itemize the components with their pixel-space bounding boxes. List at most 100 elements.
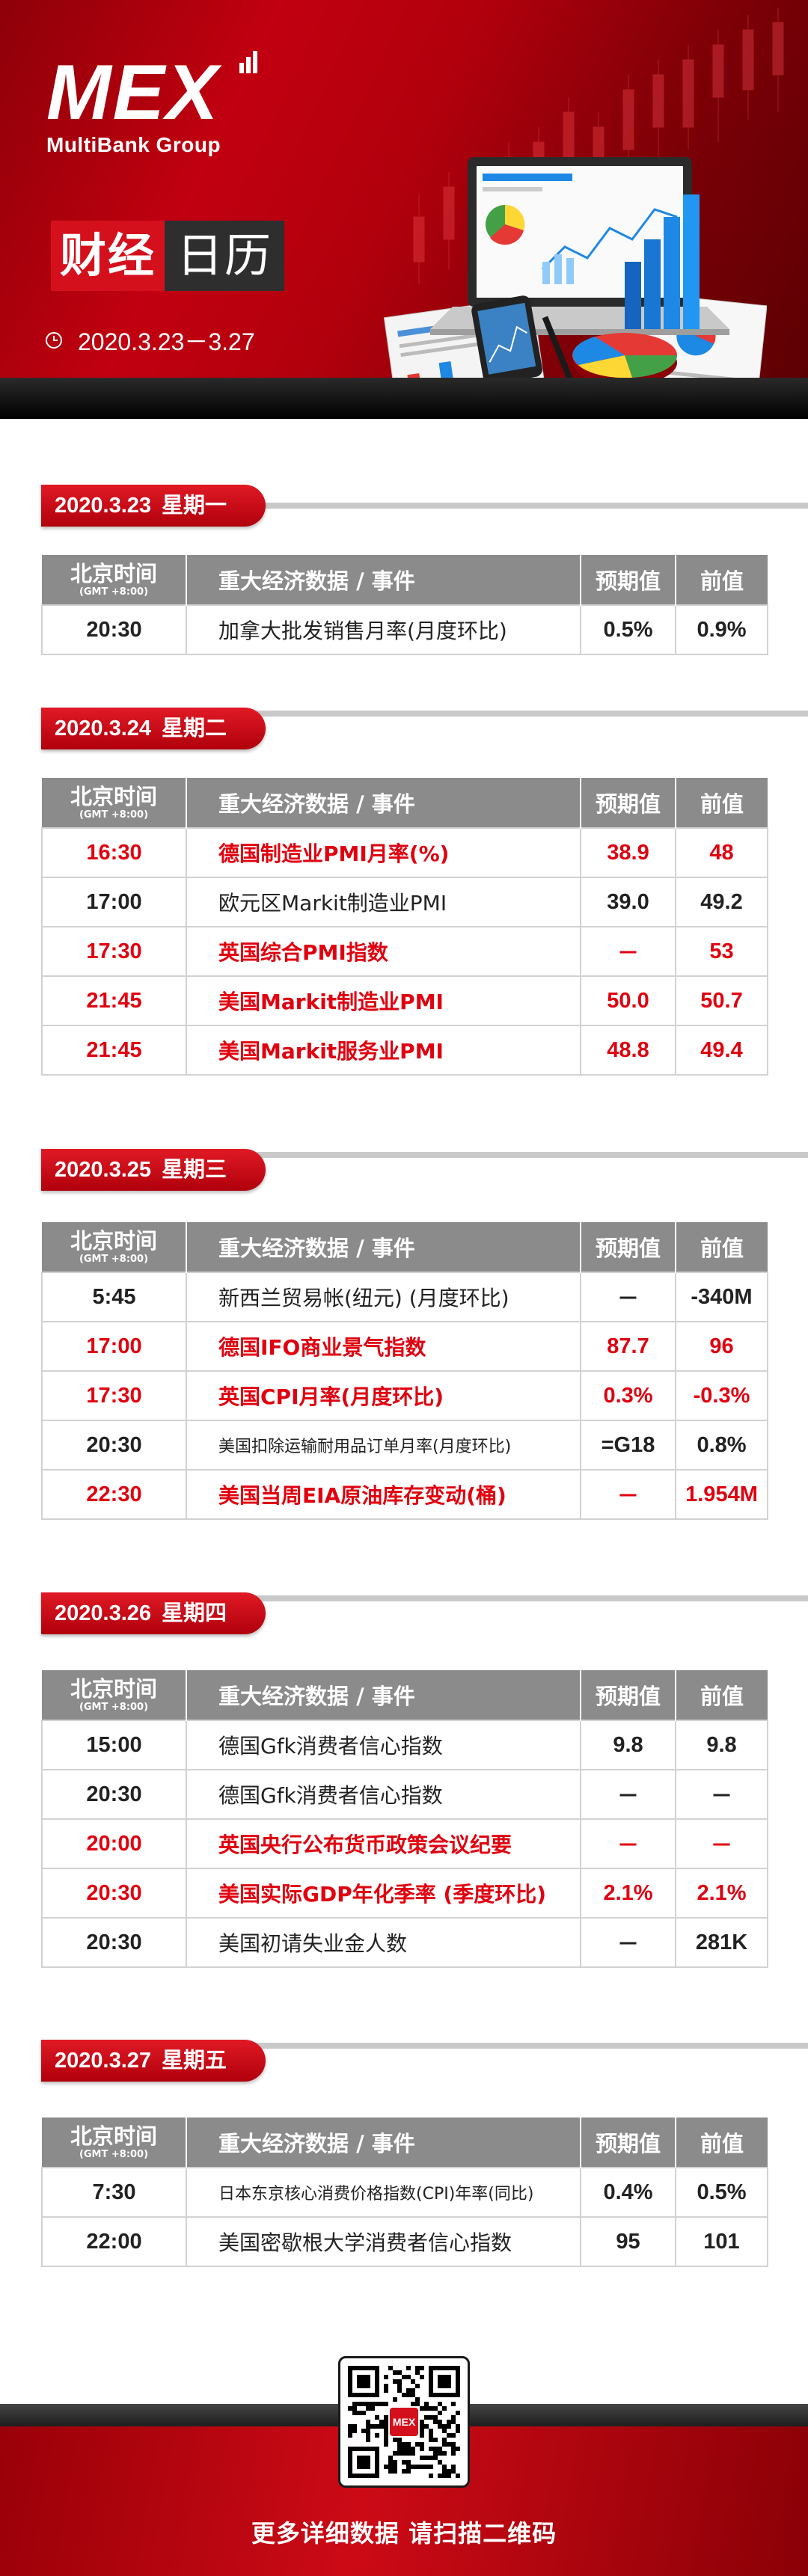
col-event-header: 重大经济数据 / 事件	[186, 2117, 581, 2168]
day-divider	[41, 2043, 808, 2049]
cell-time: 17:30	[41, 1370, 187, 1421]
cell-event: 德国Gfk消费者信心指数	[186, 1769, 581, 1820]
col-previous-header: 前值	[676, 1670, 768, 1720]
cell-time: 5:45	[41, 1272, 187, 1322]
col-time-header: 北京时间 (GMT +8:00)	[42, 2117, 187, 2168]
table-row: 15:00 德国Gfk消费者信心指数 9.8 9.8	[41, 1720, 768, 1770]
cell-previous: 1.954M	[675, 1469, 768, 1520]
day-divider	[41, 1595, 808, 1601]
table-row: 22:00 美国密歇根大学消费者信心指数 95 101	[41, 2216, 768, 2267]
page-title-part-b: 日历	[165, 221, 285, 291]
cell-expected: －	[580, 1469, 676, 1520]
cell-event: 德国制造业PMI月率(%)	[186, 827, 581, 878]
cell-expected: 0.5%	[580, 604, 676, 655]
table-header-row: 北京时间 (GMT +8:00) 重大经济数据 / 事件 预期值 前值	[42, 2117, 768, 2168]
day-divider	[41, 711, 808, 717]
qr-code[interactable]: MEX	[338, 2356, 470, 2488]
cell-time: 20:30	[41, 1420, 187, 1471]
cell-event: 美国Markit制造业PMI	[186, 975, 581, 1026]
table-row: 21:45 美国Markit服务业PMI 48.8 49.4	[41, 1025, 768, 1076]
day-tag-wed: 2020.3.25 星期三	[41, 1149, 266, 1191]
date-range-text: 2020.3.23－3.27	[78, 328, 255, 355]
cell-time: 21:45	[41, 975, 187, 1026]
cell-expected: 95	[580, 2216, 676, 2267]
cell-expected: －	[580, 1818, 676, 1869]
cell-time: 20:00	[41, 1818, 187, 1869]
cell-previous: －	[675, 1818, 768, 1869]
cell-expected: 9.8	[580, 1720, 676, 1770]
qr-code-icon: MEX	[348, 2366, 460, 2478]
col-event-header: 重大经济数据 / 事件	[186, 778, 581, 828]
header-banner: MEX MultiBank Group 财经 日历 2020.3.23－3.27	[0, 0, 808, 419]
cell-expected: 87.7	[580, 1321, 676, 1372]
table-row: 20:00 英国央行公布货币政策会议纪要 － －	[41, 1818, 768, 1869]
cell-event: 加拿大批发销售月率(月度环比)	[186, 604, 581, 655]
logo-subtitle: MultiBank Group	[46, 133, 221, 156]
cell-expected: 38.9	[580, 827, 676, 878]
table-header-row: 北京时间 (GMT +8:00) 重大经济数据 / 事件 预期值 前值	[42, 778, 768, 828]
col-expected-header: 预期值	[581, 1670, 676, 1720]
cell-event: 美国当周EIA原油库存变动(桶)	[186, 1469, 581, 1520]
col-time-header: 北京时间 (GMT +8:00)	[42, 555, 187, 605]
cell-expected: 0.4%	[580, 2167, 676, 2218]
cell-event: 美国初请失业金人数	[186, 1917, 581, 1968]
cell-previous: 0.8%	[675, 1420, 768, 1471]
day-weekday: 星期一	[162, 494, 227, 518]
cell-time: 20:30	[41, 1917, 187, 1968]
signal-bars-icon	[239, 51, 257, 73]
col-expected-header: 预期值	[581, 778, 676, 828]
cell-expected: 48.8	[580, 1025, 676, 1076]
cell-time: 20:30	[41, 604, 187, 655]
table-row: 7:30 日本东京核心消费价格指数(CPI)年率(同比) 0.4% 0.5%	[41, 2167, 768, 2218]
cell-previous: 2.1%	[675, 1868, 768, 1919]
cell-event: 欧元区Markit制造业PMI	[186, 877, 581, 927]
cell-previous: -340M	[675, 1272, 768, 1322]
cell-event: 德国IFO商业景气指数	[186, 1321, 581, 1372]
col-time-header: 北京时间 (GMT +8:00)	[42, 1670, 187, 1720]
table-row: 20:30 德国Gfk消费者信心指数 － －	[41, 1769, 768, 1820]
table-row: 22:30 美国当周EIA原油库存变动(桶) － 1.954M	[41, 1469, 768, 1520]
col-expected-header: 预期值	[581, 2117, 676, 2168]
calendar-table-wed: 北京时间 (GMT +8:00) 重大经济数据 / 事件 预期值 前值 5:45 …	[41, 1222, 768, 1520]
cell-expected: －	[580, 1769, 676, 1820]
day-weekday: 星期三	[162, 1158, 227, 1182]
cell-time: 17:00	[41, 877, 187, 927]
col-event-header: 重大经济数据 / 事件	[186, 1222, 581, 1272]
cell-previous: -0.3%	[675, 1370, 768, 1421]
table-row: 5:45 新西兰贸易帐(纽元) (月度环比) － -340M	[41, 1272, 768, 1322]
calendar-table-mon: 北京时间 (GMT +8:00) 重大经济数据 / 事件 预期值 前值 20:30…	[41, 555, 768, 655]
cell-expected: －	[580, 1272, 676, 1322]
day-date: 2020.3.26	[55, 1601, 152, 1625]
cell-time: 7:30	[41, 2167, 187, 2218]
laptop-charts-illustration	[383, 157, 767, 419]
col-expected-header: 预期值	[581, 1222, 676, 1272]
cell-time: 16:30	[41, 827, 187, 878]
cell-time: 22:30	[41, 1469, 187, 1520]
cell-previous: 9.8	[675, 1720, 768, 1770]
table-row: 21:45 美国Markit制造业PMI 50.0 50.7	[41, 975, 768, 1026]
cell-previous: 50.7	[675, 975, 768, 1026]
page-title: 财经 日历	[51, 221, 285, 291]
cell-event: 美国扣除运输耐用品订单月率(月度环比)	[186, 1420, 581, 1471]
cell-event: 美国实际GDP年化季率 (季度环比)	[186, 1868, 581, 1919]
table-row: 20:30 加拿大批发销售月率(月度环比) 0.5% 0.9%	[41, 604, 768, 655]
cell-time: 20:30	[41, 1769, 187, 1820]
day-date: 2020.3.25	[55, 1158, 152, 1182]
day-weekday: 星期二	[162, 717, 227, 740]
day-weekday: 星期四	[162, 1601, 227, 1625]
cell-previous: 101	[675, 2216, 768, 2267]
table-row: 16:30 德国制造业PMI月率(%) 38.9 48	[41, 827, 768, 878]
col-previous-header: 前值	[676, 555, 768, 605]
table-row: 20:30 美国扣除运输耐用品订单月率(月度环比) =G18 0.8%	[41, 1420, 768, 1471]
col-event-header: 重大经济数据 / 事件	[186, 555, 581, 605]
cell-time: 22:00	[41, 2216, 187, 2267]
cell-expected: =G18	[580, 1420, 676, 1471]
table-row: 20:30 美国初请失业金人数 － 281K	[41, 1917, 768, 1968]
cell-previous: 281K	[675, 1917, 768, 1968]
table-row: 17:30 英国综合PMI指数 － 53	[41, 926, 768, 977]
day-divider	[41, 1152, 808, 1158]
cell-previous: 0.9%	[675, 604, 768, 655]
col-expected-header: 预期值	[581, 555, 676, 605]
table-row: 17:30 英国CPI月率(月度环比) 0.3% -0.3%	[41, 1370, 768, 1421]
cell-previous: 96	[675, 1321, 768, 1372]
